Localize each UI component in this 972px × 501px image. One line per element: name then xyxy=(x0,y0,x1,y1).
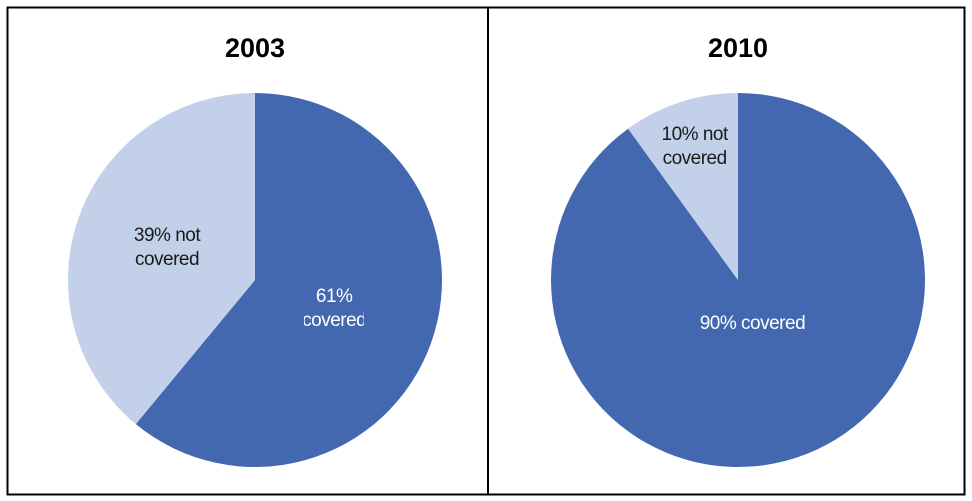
slice-label: 61% covered xyxy=(304,285,365,331)
frame xyxy=(6,6,966,496)
slice-label: 39% not covered xyxy=(133,225,201,271)
slice-label: 10% not covered xyxy=(661,123,729,169)
slice-label-box: 39% not covered xyxy=(133,225,201,271)
slice-label-box: 61% covered xyxy=(304,285,365,331)
pie-slice xyxy=(628,93,738,280)
slice-label-box: 90% covered xyxy=(699,313,806,335)
pie-slice xyxy=(135,93,443,467)
slice-label: 90% covered xyxy=(699,313,806,335)
slice-label-box: 10% not covered xyxy=(661,123,729,169)
pie-slice xyxy=(68,92,255,425)
chart-title: 2003 xyxy=(225,33,285,63)
chart-title: 2010 xyxy=(708,33,768,63)
